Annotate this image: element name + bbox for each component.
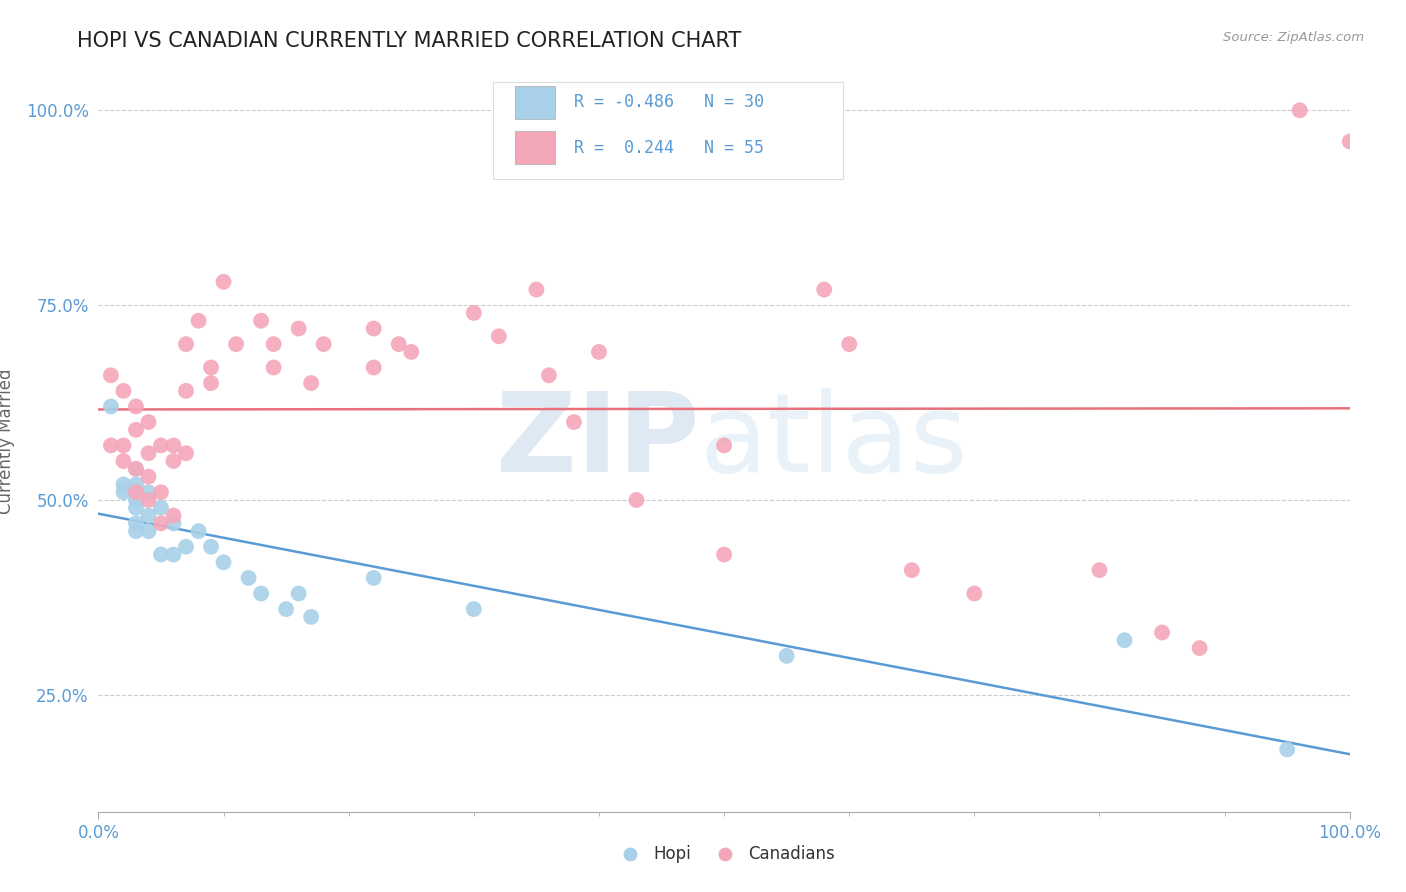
Point bbox=[287, 321, 309, 335]
Point bbox=[100, 400, 122, 414]
Point bbox=[162, 516, 184, 531]
Point bbox=[138, 446, 160, 460]
Point bbox=[537, 368, 560, 383]
Point bbox=[162, 454, 184, 468]
Point bbox=[1339, 135, 1361, 149]
Point bbox=[200, 540, 222, 554]
Point bbox=[138, 493, 160, 508]
Point bbox=[1188, 641, 1211, 656]
Point bbox=[299, 610, 322, 624]
Point bbox=[626, 493, 648, 508]
Point bbox=[112, 384, 135, 398]
Point bbox=[1088, 563, 1111, 577]
Point bbox=[463, 306, 485, 320]
Point bbox=[112, 477, 135, 491]
Point bbox=[174, 384, 197, 398]
Point bbox=[162, 508, 184, 523]
Point bbox=[488, 329, 510, 343]
Point bbox=[299, 376, 322, 390]
Point bbox=[150, 500, 173, 515]
Text: R =  0.244   N = 55: R = 0.244 N = 55 bbox=[574, 138, 763, 157]
Bar bbox=[515, 86, 555, 119]
Point bbox=[150, 438, 173, 452]
Point bbox=[150, 516, 173, 531]
Text: atlas: atlas bbox=[699, 388, 967, 495]
Point bbox=[287, 586, 309, 600]
Text: HOPI VS CANADIAN CURRENTLY MARRIED CORRELATION CHART: HOPI VS CANADIAN CURRENTLY MARRIED CORRE… bbox=[77, 31, 741, 51]
Point bbox=[713, 438, 735, 452]
Legend: Hopi, Canadians: Hopi, Canadians bbox=[607, 838, 841, 870]
Point bbox=[125, 524, 148, 538]
Point bbox=[150, 548, 173, 562]
Point bbox=[187, 314, 209, 328]
Point bbox=[138, 485, 160, 500]
Point bbox=[838, 337, 860, 351]
Point bbox=[162, 438, 184, 452]
Text: R = -0.486   N = 30: R = -0.486 N = 30 bbox=[574, 94, 763, 112]
Point bbox=[125, 477, 148, 491]
Point bbox=[225, 337, 247, 351]
Point bbox=[388, 337, 411, 351]
Point bbox=[125, 493, 148, 508]
Point bbox=[125, 462, 148, 476]
Text: Source: ZipAtlas.com: Source: ZipAtlas.com bbox=[1223, 31, 1364, 45]
Point bbox=[125, 500, 148, 515]
Text: ZIP: ZIP bbox=[496, 388, 699, 495]
Point bbox=[125, 462, 148, 476]
Point bbox=[162, 548, 184, 562]
Point bbox=[562, 415, 585, 429]
Point bbox=[100, 438, 122, 452]
Point bbox=[200, 376, 222, 390]
Point bbox=[125, 400, 148, 414]
Point bbox=[125, 516, 148, 531]
Point bbox=[125, 423, 148, 437]
Point bbox=[200, 360, 222, 375]
Y-axis label: Currently Married: Currently Married bbox=[0, 368, 14, 515]
Point bbox=[187, 524, 209, 538]
Point bbox=[112, 485, 135, 500]
Point bbox=[363, 571, 385, 585]
Point bbox=[250, 586, 273, 600]
Point bbox=[900, 563, 922, 577]
Point bbox=[150, 485, 173, 500]
Bar bbox=[492, 82, 844, 178]
Point bbox=[138, 415, 160, 429]
Point bbox=[1114, 633, 1136, 648]
Point bbox=[100, 368, 122, 383]
Point bbox=[112, 438, 135, 452]
Point bbox=[174, 337, 197, 351]
Point bbox=[1150, 625, 1173, 640]
Point bbox=[401, 345, 423, 359]
Point bbox=[463, 602, 485, 616]
Point bbox=[312, 337, 335, 351]
Point bbox=[138, 524, 160, 538]
Point bbox=[1288, 103, 1310, 118]
Point bbox=[138, 508, 160, 523]
Point bbox=[174, 540, 197, 554]
Point bbox=[174, 446, 197, 460]
Point bbox=[1277, 742, 1299, 756]
Point bbox=[363, 360, 385, 375]
Bar bbox=[515, 131, 555, 164]
Point bbox=[263, 360, 285, 375]
Point bbox=[138, 469, 160, 483]
Point bbox=[212, 555, 235, 569]
Point bbox=[112, 454, 135, 468]
Point bbox=[274, 602, 298, 616]
Point bbox=[963, 586, 986, 600]
Point bbox=[125, 485, 148, 500]
Point bbox=[813, 283, 835, 297]
Point bbox=[776, 648, 799, 663]
Point bbox=[238, 571, 260, 585]
Point bbox=[524, 283, 547, 297]
Point bbox=[363, 321, 385, 335]
Point bbox=[263, 337, 285, 351]
Point bbox=[713, 548, 735, 562]
Point bbox=[212, 275, 235, 289]
Point bbox=[588, 345, 610, 359]
Point bbox=[250, 314, 273, 328]
